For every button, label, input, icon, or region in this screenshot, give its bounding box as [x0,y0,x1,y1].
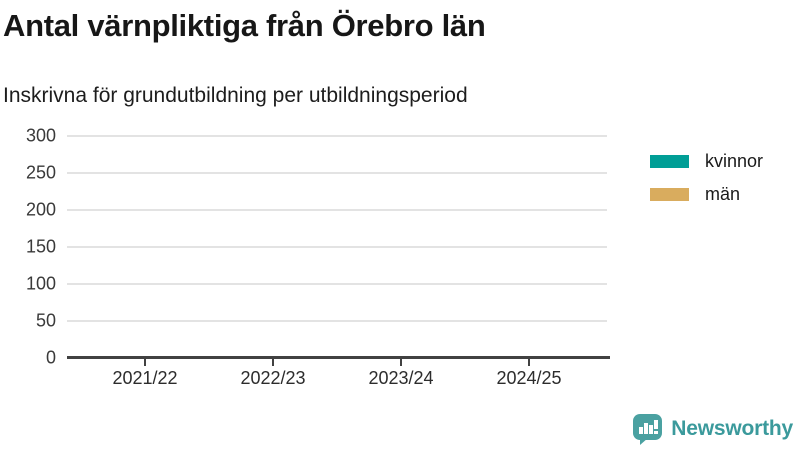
x-tick-label: 2023/24 [368,368,434,388]
y-tick-label: 50 [35,310,56,331]
y-tick-label: 100 [25,273,56,294]
x-tick [528,359,530,366]
x-tick-cell [337,359,465,366]
brand-name: Newsworthy [671,417,793,440]
x-axis-line [67,356,610,359]
x-tick-row [67,359,607,366]
y-tick-label: 300 [25,125,56,146]
gridline-250 [67,172,607,174]
bar-band [465,136,593,358]
y-tick-label: 0 [45,347,56,368]
plot-area [67,135,607,358]
y-tick-label: 250 [25,162,56,183]
gridline-50 [67,320,607,323]
legend-swatch-kvinnor [650,155,689,168]
bar-band [337,136,465,358]
x-tick-label: 2024/25 [496,368,562,388]
x-tick-cell [81,359,209,366]
x-tick [400,359,402,366]
legend-item-kvinnor: kvinnor [650,151,763,172]
x-label-row: 2021/22 2022/23 2023/24 2024/25 [67,368,607,389]
bar-band [209,136,337,358]
x-tick [144,359,146,366]
y-axis-labels: 0 50 100 150 200 250 300 [0,126,56,368]
bar-band [81,136,209,358]
gridline-200 [67,209,607,212]
legend-swatch-man [650,188,689,201]
chart-title: Antal värnpliktiga från Örebro län [3,8,486,43]
x-tick-cell [209,359,337,366]
gridline-100 [67,283,607,286]
newsworthy-logo: Newsworthy [633,413,793,445]
chart-subtitle: Inskrivna för grundutbildning per utbild… [3,84,468,107]
y-tick-label: 150 [25,236,56,257]
bars-container [67,136,607,358]
legend-item-man: män [650,184,763,205]
x-tick-cell [465,359,593,366]
gridline-300 [67,135,607,137]
legend-label: män [705,184,741,204]
x-tick [272,359,274,366]
y-tick-label: 200 [25,199,56,220]
newsworthy-bar-chart-bubble-icon [633,413,664,445]
gridline-150 [67,246,607,248]
legend: kvinnor män [650,151,763,217]
x-tick-label: 2021/22 [112,368,178,388]
x-tick-label: 2022/23 [240,368,306,388]
legend-label: kvinnor [705,151,764,171]
